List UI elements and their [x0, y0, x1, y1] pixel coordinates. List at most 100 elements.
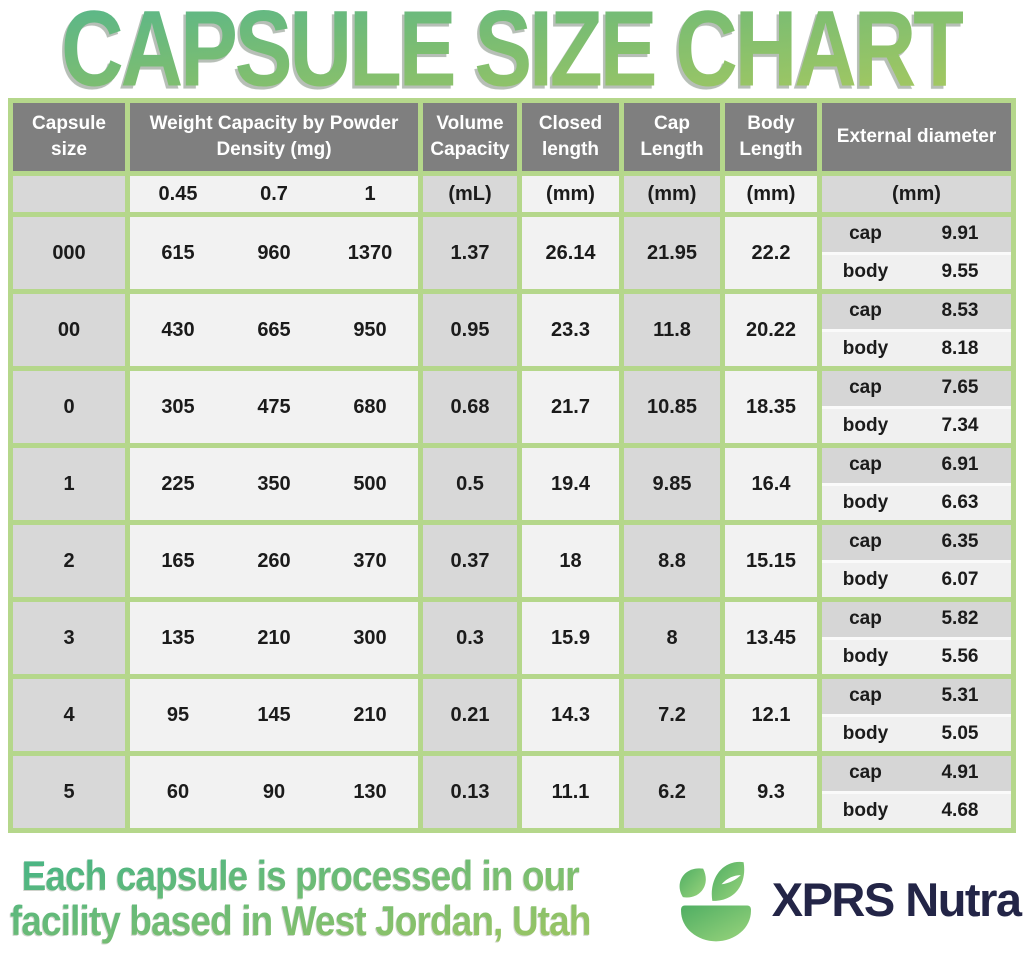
- body-label: body: [842, 337, 889, 359]
- external-diameter-cell: cap 6.91 body 6.63: [822, 448, 1011, 520]
- cap-diameter-value: 7.65: [941, 377, 979, 399]
- cap-diameter-value: 9.91: [941, 223, 979, 245]
- body-diameter-value: 8.18: [941, 337, 979, 359]
- external-diameter-cell: cap 4.91 body 4.68: [822, 756, 1011, 828]
- density-045-label: 0.45: [158, 182, 198, 205]
- capsule-size-cell: 3: [13, 602, 125, 674]
- weight-1-value: 950: [353, 318, 387, 341]
- body-label: body: [842, 568, 889, 590]
- weight-capacity-cell: 60 90 130: [130, 756, 418, 828]
- capsule-size-cell: 5: [13, 756, 125, 828]
- external-cap-row: cap 4.91: [822, 756, 1011, 794]
- capsule-size-cell: 0: [13, 371, 125, 443]
- weight-capacity-cell: 430 665 950: [130, 294, 418, 366]
- body-length-cell: 15.15: [725, 525, 817, 597]
- cap-label: cap: [849, 531, 882, 553]
- volume-cell: 0.21: [423, 679, 517, 751]
- body-label: body: [842, 260, 889, 282]
- volume-cell: 0.3: [423, 602, 517, 674]
- body-diameter-value: 4.68: [941, 799, 979, 821]
- capsule-size-cell: 2: [13, 525, 125, 597]
- unit-external: (mm): [822, 176, 1011, 212]
- external-cap-row: cap 6.35: [822, 525, 1011, 563]
- weight-1-value: 300: [353, 626, 387, 649]
- cap-diameter-value: 6.91: [941, 454, 979, 476]
- weight-1-value: 130: [353, 780, 387, 803]
- external-body-row: body 6.63: [822, 485, 1011, 520]
- brand-logo: XPRS Nutra: [670, 853, 1022, 945]
- weight-07-value: 145: [257, 703, 291, 726]
- external-diameter-cell: cap 5.82 body 5.56: [822, 602, 1011, 674]
- weight-capacity-cell: 305 475 680: [130, 371, 418, 443]
- cap-diameter-value: 5.82: [941, 608, 979, 630]
- external-body-row: body 5.56: [822, 639, 1011, 674]
- footer: Each capsule is processed in our facilit…: [0, 843, 1024, 961]
- weight-07-value: 210: [257, 626, 291, 649]
- header-closed-length: Closed length: [522, 103, 619, 171]
- cap-length-cell: 21.95: [624, 217, 720, 289]
- volume-cell: 0.5: [423, 448, 517, 520]
- capsule-size-table: Capsule size Weight Capacity by Powder D…: [8, 98, 1016, 833]
- header-volume-capacity: Volume Capacity: [423, 103, 517, 171]
- external-diameter-cell: cap 6.35 body 6.07: [822, 525, 1011, 597]
- header-weight-capacity: Weight Capacity by Powder Density (mg): [130, 103, 418, 171]
- cap-label: cap: [849, 608, 882, 630]
- weight-1-value: 1370: [347, 241, 393, 264]
- body-label: body: [842, 414, 889, 436]
- weight-1-value: 680: [353, 395, 387, 418]
- external-body-row: body 5.05: [822, 716, 1011, 751]
- body-length-cell: 13.45: [725, 602, 817, 674]
- body-diameter-value: 5.05: [941, 722, 979, 744]
- weight-045-value: 430: [161, 318, 195, 341]
- cap-length-cell: 8.8: [624, 525, 720, 597]
- weight-1-value: 210: [353, 703, 387, 726]
- body-label: body: [842, 722, 889, 744]
- unit-closed: (mm): [522, 176, 619, 212]
- weight-07-value: 260: [257, 549, 291, 572]
- external-cap-row: cap 6.91: [822, 448, 1011, 486]
- weight-045-value: 165: [161, 549, 195, 572]
- body-label: body: [842, 645, 889, 667]
- external-body-row: body 8.18: [822, 331, 1011, 366]
- external-diameter-cell: cap 9.91 body 9.55: [822, 217, 1011, 289]
- weight-045-value: 95: [166, 703, 190, 726]
- weight-045-value: 135: [161, 626, 195, 649]
- weight-045-value: 615: [161, 241, 195, 264]
- tagline-line-1: Each capsule is processed in our: [21, 852, 579, 900]
- external-body-row: body 7.34: [822, 408, 1011, 443]
- unit-empty-cell: [13, 176, 125, 212]
- page-title: CAPSULE SIZE CHART: [61, 0, 966, 111]
- body-diameter-value: 6.63: [941, 491, 979, 513]
- unit-cap: (mm): [624, 176, 720, 212]
- volume-cell: 0.13: [423, 756, 517, 828]
- body-length-cell: 20.22: [725, 294, 817, 366]
- header-external-diameter: External diameter: [822, 103, 1011, 171]
- external-cap-row: cap 5.82: [822, 602, 1011, 640]
- header-body-length: Body Length: [725, 103, 817, 171]
- capsule-size-cell: 1: [13, 448, 125, 520]
- external-diameter-cell: cap 8.53 body 8.18: [822, 294, 1011, 366]
- body-label: body: [842, 799, 889, 821]
- tagline-line-2: facility based in West Jordan, Utah: [10, 897, 591, 944]
- body-length-cell: 18.35: [725, 371, 817, 443]
- weight-07-value: 350: [257, 472, 291, 495]
- body-diameter-value: 6.07: [941, 568, 979, 590]
- weight-07-value: 665: [257, 318, 291, 341]
- body-length-cell: 12.1: [725, 679, 817, 751]
- external-cap-row: cap 8.53: [822, 294, 1011, 332]
- weight-1-value: 500: [353, 472, 387, 495]
- unit-body: (mm): [725, 176, 817, 212]
- body-length-cell: 22.2: [725, 217, 817, 289]
- cap-label: cap: [849, 685, 882, 707]
- cap-diameter-value: 4.91: [941, 762, 979, 784]
- body-diameter-value: 5.56: [941, 645, 979, 667]
- brand-name: XPRS Nutra: [771, 872, 1022, 926]
- closed-length-cell: 21.7: [522, 371, 619, 443]
- closed-length-cell: 15.9: [522, 602, 619, 674]
- body-diameter-value: 9.55: [941, 260, 979, 282]
- closed-length-cell: 23.3: [522, 294, 619, 366]
- external-body-row: body 6.07: [822, 562, 1011, 597]
- external-diameter-cell: cap 5.31 body 5.05: [822, 679, 1011, 751]
- external-cap-row: cap 7.65: [822, 371, 1011, 409]
- mortar-leaf-logo-icon: [679, 861, 751, 942]
